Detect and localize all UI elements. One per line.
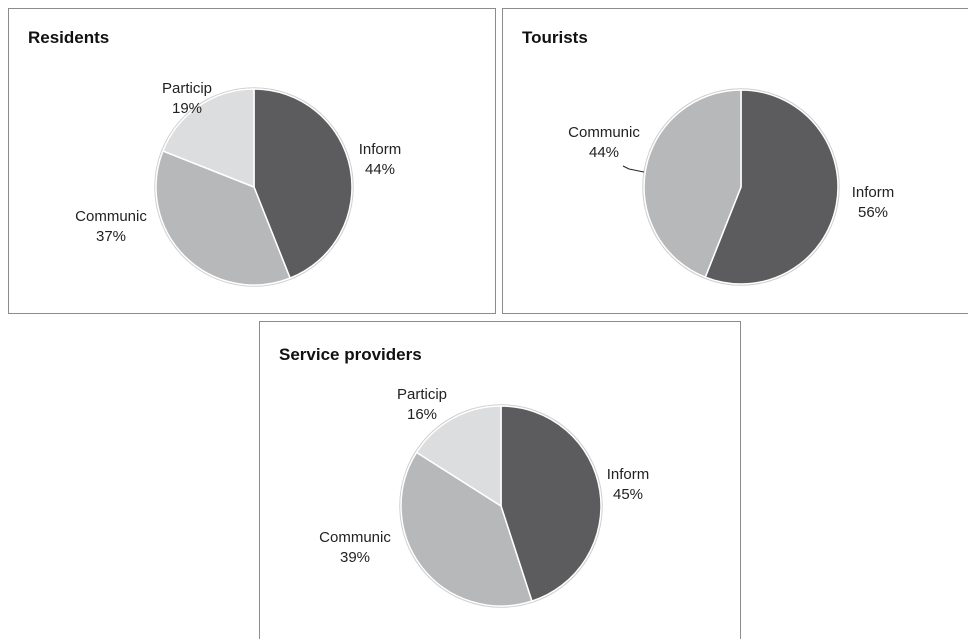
slice-label-communic: Communic xyxy=(75,208,147,225)
slice-percent-communic: 44% xyxy=(589,144,619,161)
chart-title: Tourists xyxy=(522,28,588,47)
pie-slice-particip xyxy=(415,405,502,508)
slice-label-communic: Communic xyxy=(568,124,640,141)
slice-label-communic: Communic xyxy=(319,529,391,546)
tourists-chart-panel: Tourists Inform 56% Communic 44% xyxy=(502,8,968,314)
pie-slice-inform xyxy=(500,405,602,603)
slice-percent-communic: 37% xyxy=(96,228,126,245)
tourists-pie-chart: Inform 56% Communic 44% xyxy=(568,88,895,286)
pie-outline xyxy=(399,404,603,608)
pie-slice-inform xyxy=(253,88,353,280)
pie-slice-communic xyxy=(643,89,742,279)
chart-title: Residents xyxy=(28,28,110,47)
residents-chart-panel: Residents Inform 44% Communic 37% Particip 19… xyxy=(8,8,496,314)
pie-slice-inform xyxy=(704,89,839,285)
slice-label-particip: Particip xyxy=(397,386,447,403)
slice-label-inform: Inform xyxy=(607,466,650,483)
residents-pie-chart: Inform 44% Communic 37% Particip 19% xyxy=(75,80,402,287)
pie-slice-particip xyxy=(161,88,255,189)
slice-label-inform: Inform xyxy=(852,184,895,201)
slice-percent-particip: 16% xyxy=(407,406,437,423)
label-leader-line xyxy=(622,165,645,173)
pie-slice-communic xyxy=(400,451,533,607)
service-providers-pie-chart: Inform 45% Communic 39% Particip 16% xyxy=(319,386,650,608)
slice-percent-inform: 44% xyxy=(365,161,395,178)
slice-percent-inform: 56% xyxy=(858,204,888,221)
chart-title: Service providers xyxy=(279,345,422,364)
service-providers-chart-panel: Service providers Inform 45% Communic 39% Pa… xyxy=(259,321,741,639)
slice-percent-inform: 45% xyxy=(613,486,643,503)
pie-outline xyxy=(154,87,354,287)
slice-percent-communic: 39% xyxy=(340,549,370,566)
pie-slice-communic xyxy=(155,149,292,286)
slice-label-inform: Inform xyxy=(359,141,402,158)
slice-label-particip: Particip xyxy=(162,80,212,97)
pie-outline xyxy=(642,88,840,286)
slice-percent-particip: 19% xyxy=(172,100,202,117)
